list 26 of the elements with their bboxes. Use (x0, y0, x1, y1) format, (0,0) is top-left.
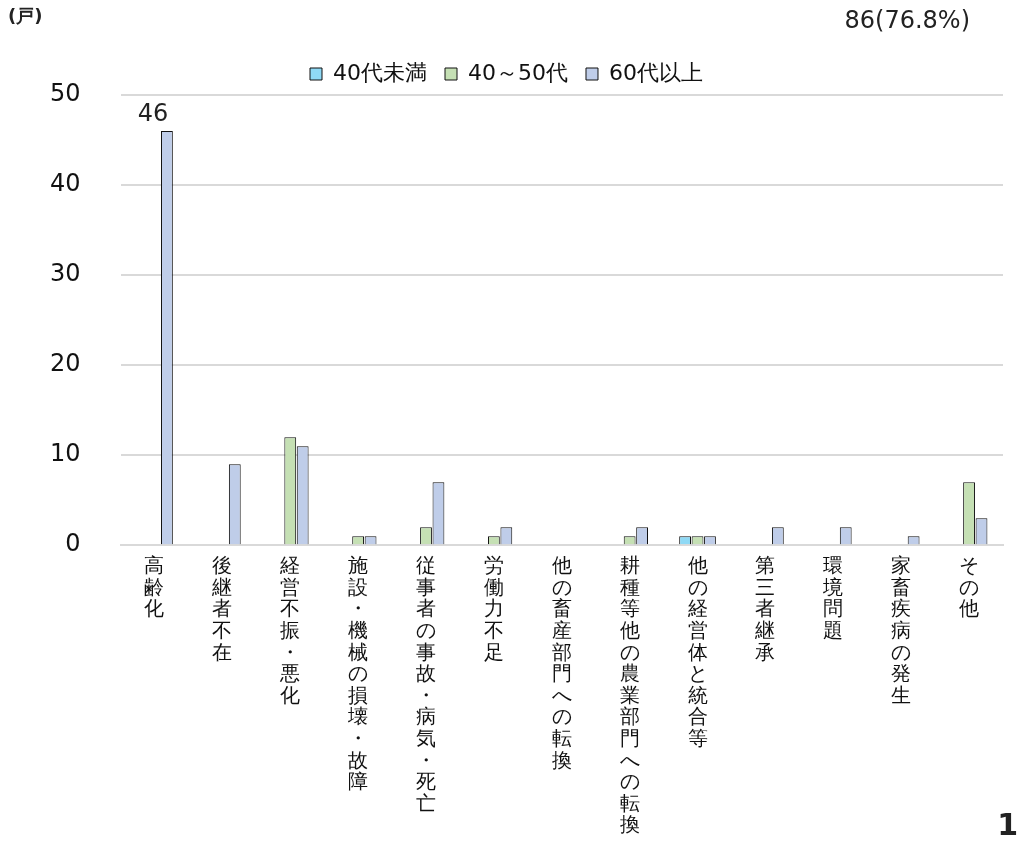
y-tick-label: 0 (65, 529, 81, 558)
x-tick-label: 労働力不足 (483, 553, 504, 664)
y-tick-label: 20 (49, 349, 81, 378)
x-tick-label: 高齢化 (144, 553, 165, 621)
category-label: 施設・機械の損壊・故障 (348, 553, 369, 794)
legend-label: 40～50代 (468, 59, 569, 85)
y-tick-label: 50 (49, 79, 81, 108)
text: 1 (997, 806, 1018, 842)
x-tick-label: 環境問題 (822, 553, 844, 642)
category-label: 他の畜産部門への転換 (551, 553, 572, 772)
x-tick-label: その他 (959, 553, 980, 621)
x-tick-label: 経営不振・悪化 (279, 553, 301, 707)
x-tick-label: 後継者不在 (211, 553, 233, 664)
category-label: 従事者の事故・病気・死亡 (416, 553, 437, 815)
y-tick-label: 10 (49, 439, 81, 468)
x-tick-label: 家畜疾病の発生 (891, 553, 912, 707)
legend-label: 60代以上 (608, 59, 703, 85)
category-label: 他の経営体と統合等 (687, 553, 708, 750)
legend-label: 40代未満 (333, 59, 428, 85)
category-label: 耕種等他の農業部門への転換 (619, 553, 640, 837)
y-axis-title: (戸) (8, 4, 43, 26)
data-label: 46 (137, 99, 169, 128)
x-tick-label: 第三者継承 (754, 553, 776, 664)
y-tick-label: 30 (49, 259, 81, 288)
y-tick-label: 40 (49, 169, 81, 198)
text: 86(76.8%) (844, 6, 970, 35)
